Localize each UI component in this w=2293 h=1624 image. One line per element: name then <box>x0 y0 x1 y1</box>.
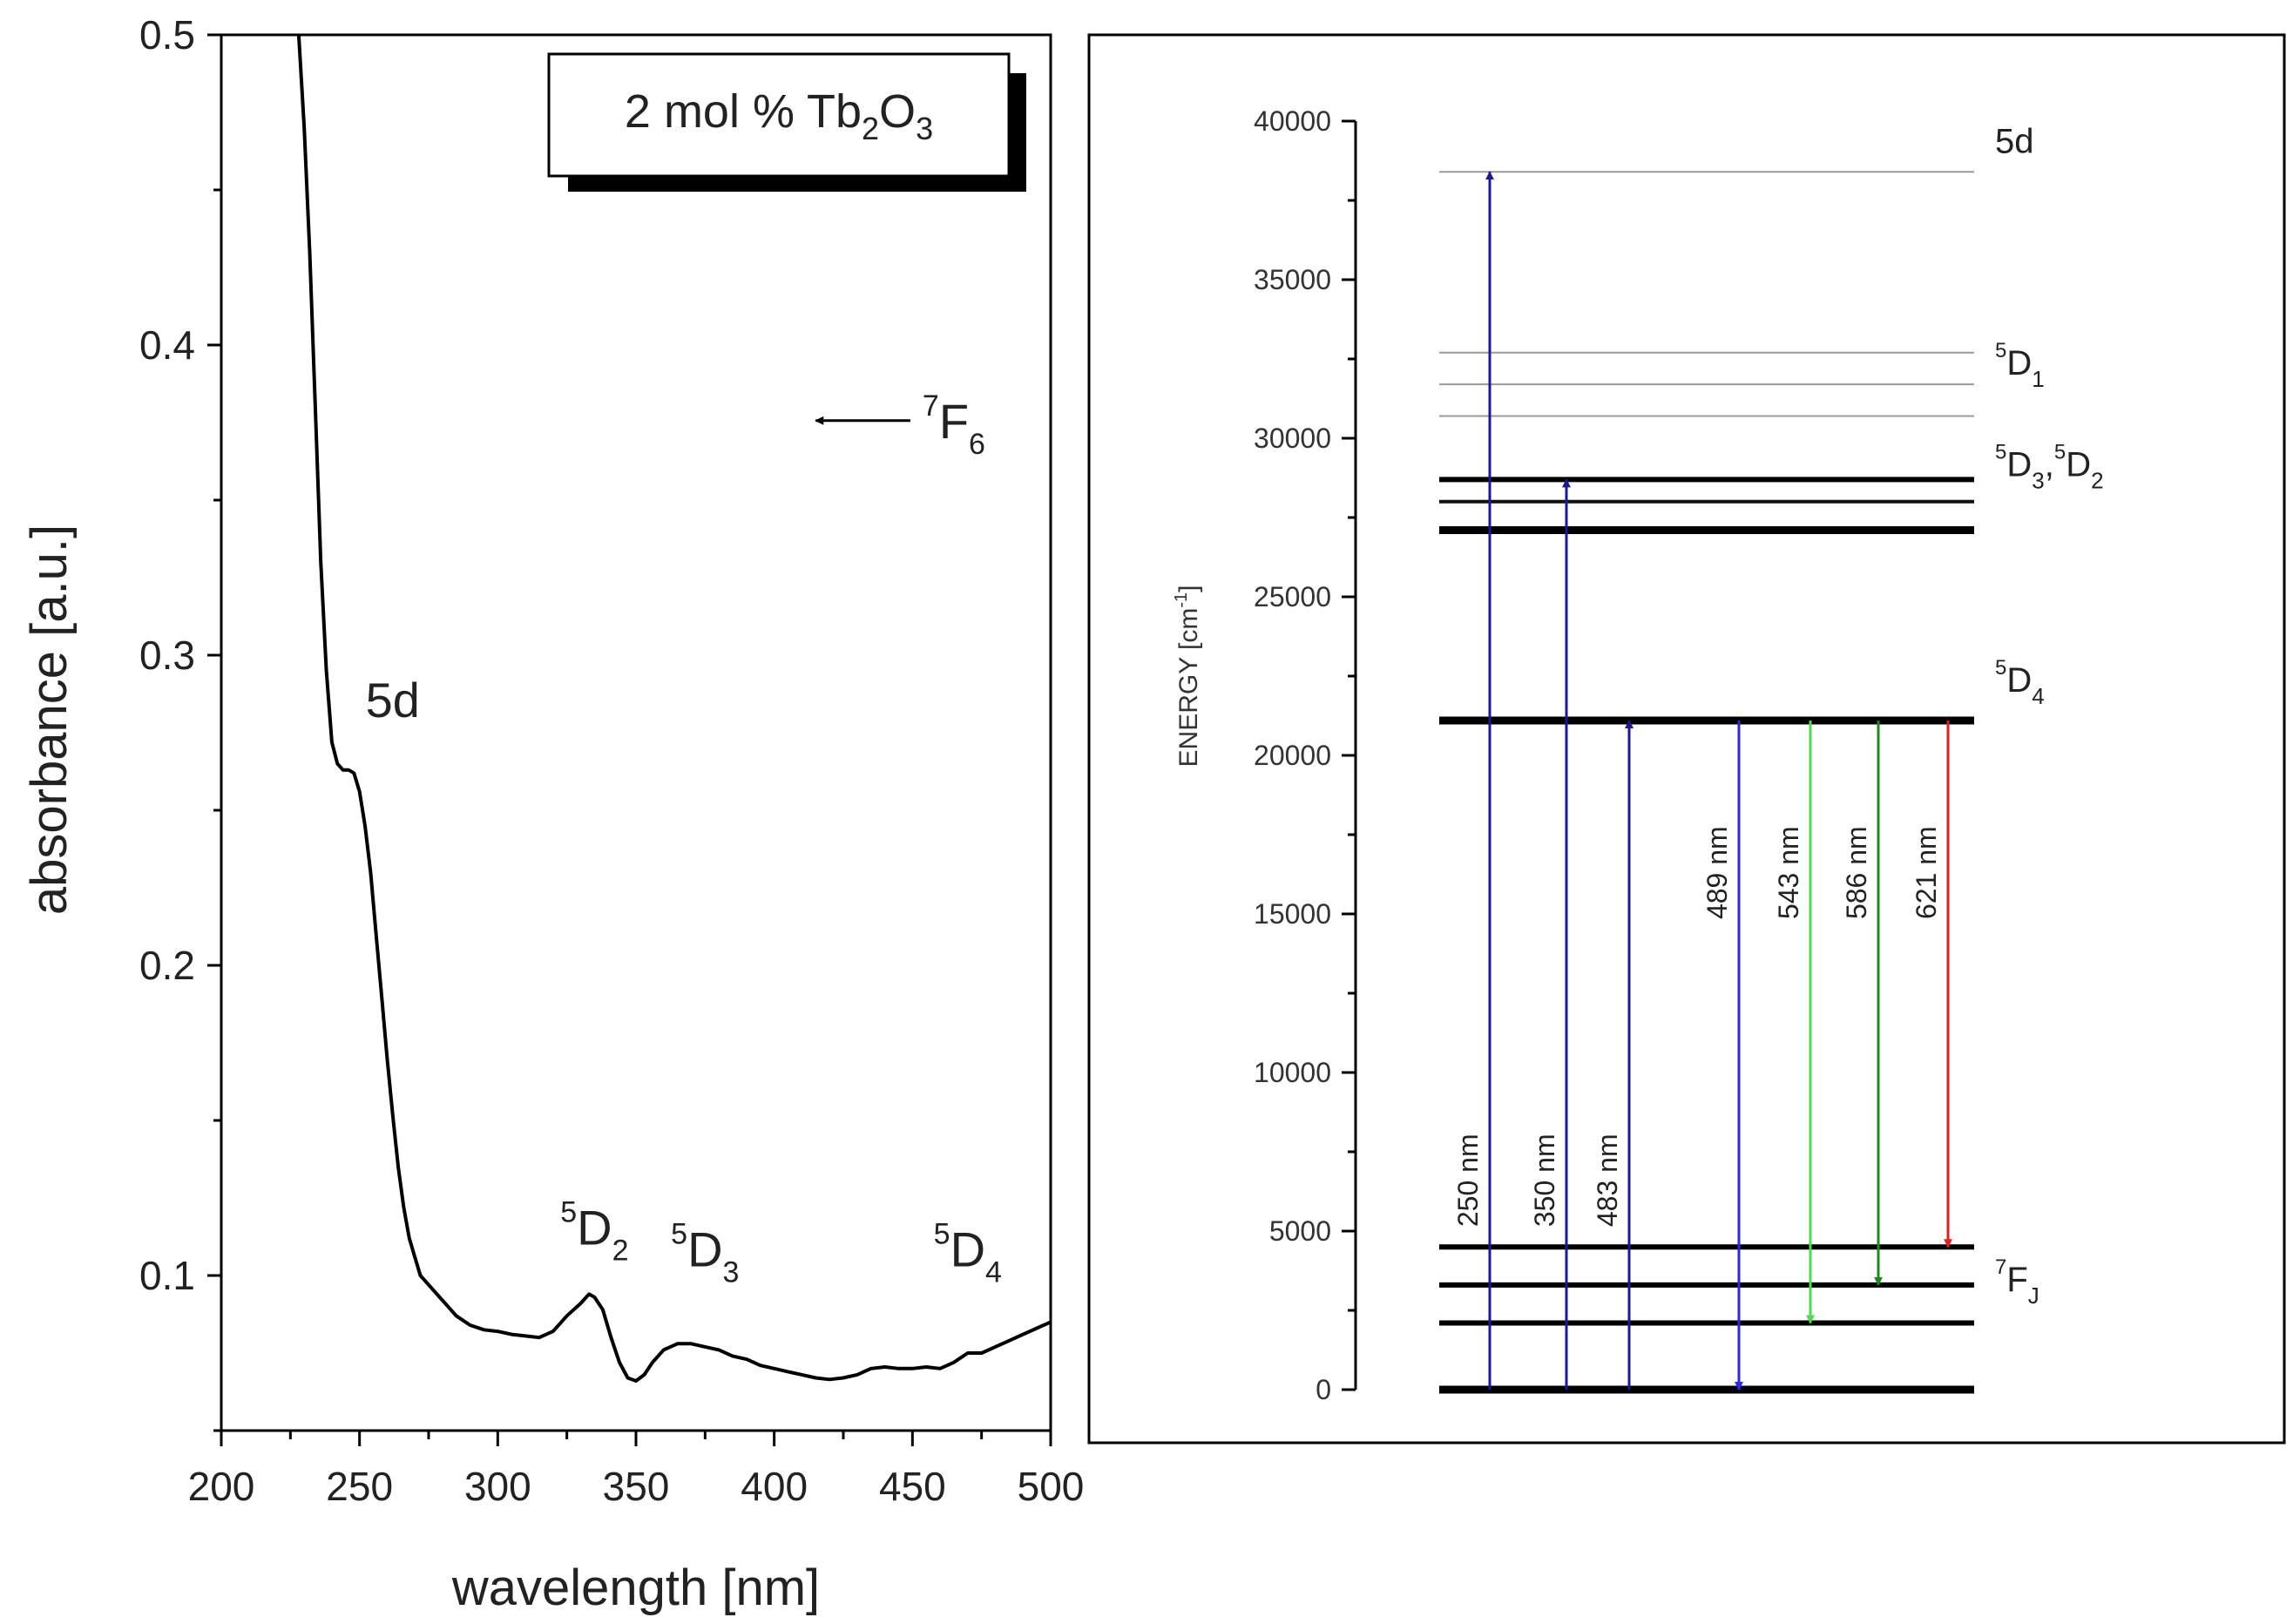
annotation-sup: 5 <box>671 1217 687 1250</box>
legend-text: 2 mol % Tb2O3 <box>625 85 933 146</box>
energy-levels <box>1439 171 1974 1394</box>
level-label-5d3-5d2: 5D3,5D2 <box>1995 441 2104 494</box>
annotation-sub: 2 <box>612 1234 629 1267</box>
energy-tick-label-30000: 30000 <box>1254 423 1331 454</box>
level-label-5d1: 5D1 <box>1995 339 2045 392</box>
x-tick-label-250: 250 <box>326 1464 393 1509</box>
annotation-7f6: 7F6 <box>923 389 985 461</box>
level-label-part: , <box>2045 446 2054 484</box>
transition-label-350-nm: 350 nm <box>1529 1133 1560 1227</box>
energy-tick-label-10000: 10000 <box>1254 1057 1331 1088</box>
annotation-5d: 5d <box>366 673 420 727</box>
x-tick-label-300: 300 <box>464 1464 531 1509</box>
transitions: 250 nm 350 nm 483 nm 489 nm 543 nm 586 nm 621 … <box>1452 171 1952 1391</box>
level-label-5d: 5d <box>1995 122 2034 160</box>
level-label-part: 7 <box>1995 1255 2006 1279</box>
energy-tick-label-35000: 35000 <box>1254 264 1331 295</box>
legend-mid: O <box>879 85 916 138</box>
annotation-main: D <box>577 1200 612 1255</box>
energy-tick-label-25000: 25000 <box>1254 581 1331 612</box>
level-label-part: 5 <box>1995 441 2006 464</box>
annotation-sub: 4 <box>985 1255 1002 1289</box>
x-tick-label-450: 450 <box>879 1464 946 1509</box>
annotation-main: D <box>687 1221 722 1276</box>
x-tick-label-200: 200 <box>188 1464 255 1509</box>
energy-axis-label-main: ENERGY [cm <box>1174 608 1203 768</box>
annotation-sup: 7 <box>923 389 939 423</box>
legend-box <box>547 52 1011 178</box>
level-label-part: 1 <box>2032 366 2044 392</box>
y-tick-label-0.4: 0.4 <box>139 322 195 368</box>
level-label-part: D <box>2006 446 2032 484</box>
legend-sub-2: 3 <box>916 111 933 146</box>
level-label-part: J <box>2028 1282 2039 1309</box>
energy-axis-ticks: 0 5000 10000 15000 20000 25000 30000 35000 40000 <box>1254 105 1356 1405</box>
y-axis-label: absorbance [a.u.] <box>21 524 78 915</box>
legend-sub-1: 2 <box>862 111 879 146</box>
level-label-part: 5 <box>1995 656 2006 680</box>
energy-tick-label-5000: 5000 <box>1269 1215 1331 1247</box>
transition-label-586-nm: 586 nm <box>1841 826 1872 919</box>
transition-label-250-nm: 250 nm <box>1452 1133 1484 1227</box>
annotation-sup: 5 <box>560 1195 577 1228</box>
level-label-5d4: 5D4 <box>1995 656 2045 709</box>
transition-label-543-nm: 543 nm <box>1773 826 1804 919</box>
y-tick-label-0.2: 0.2 <box>139 943 195 988</box>
energy-axis-label: ENERGY [cm-1] <box>1172 585 1203 768</box>
energy-tick-label-40000: 40000 <box>1254 105 1331 137</box>
y-tick-label-0.5: 0.5 <box>139 12 195 58</box>
annotation-5d4: 5D4 <box>934 1217 1002 1289</box>
absorbance-axis-ticks: 200 250 300 350 400 450 500 0.1 0.2 0.3 0.4 0.5 <box>139 12 1084 1509</box>
level-label-part: D <box>2006 661 2032 700</box>
legend: 2 mol % Tb2O3 <box>547 52 1026 192</box>
x-tick-label-400: 400 <box>741 1464 808 1509</box>
level-label-part: 2 <box>2091 468 2103 494</box>
level-label-part: D <box>2006 344 2032 382</box>
energy-axis-label-end: ] <box>1174 585 1203 592</box>
level-label-7fj: 7FJ <box>1995 1255 2039 1309</box>
annotation-sub: 3 <box>723 1255 740 1289</box>
annotation-main: D <box>950 1221 985 1276</box>
annotation-5d3: 5D3 <box>671 1217 739 1289</box>
energy-axis-label-sup: -1 <box>1172 592 1191 608</box>
annotation-sup: 5 <box>934 1217 950 1250</box>
level-label-part: 3 <box>2032 468 2044 494</box>
x-axis-label: wavelength [nm] <box>451 1560 820 1616</box>
level-label-part: D <box>2066 446 2091 484</box>
annotation-main: 5d <box>366 673 420 727</box>
level-label-part: 4 <box>2032 683 2044 709</box>
energy-tick-label-20000: 20000 <box>1254 740 1331 771</box>
energy-tick-label-15000: 15000 <box>1254 898 1331 930</box>
annotation-5d2: 5D2 <box>560 1195 628 1267</box>
x-tick-label-500: 500 <box>1018 1464 1085 1509</box>
absorbance-panel: 200 250 300 350 400 450 500 0.1 0.2 0.3 0.4 0.5 5d 5… <box>21 12 1084 1616</box>
annotation-sub: 6 <box>969 428 985 461</box>
level-label-part: 5d <box>1995 122 2034 160</box>
energy-panel-frame <box>1087 33 2286 1445</box>
transition-label-489-nm: 489 nm <box>1701 826 1733 919</box>
level-label-part: 5 <box>2054 441 2066 464</box>
transition-label-621-nm: 621 nm <box>1911 826 1942 919</box>
annotation-main: F <box>939 394 969 449</box>
absorbance-plot-frame <box>220 33 1052 1432</box>
legend-main: 2 mol % Tb <box>625 85 862 138</box>
level-label-part: 5 <box>1995 339 2006 362</box>
energy-tick-label-0: 0 <box>1316 1374 1331 1405</box>
level-label-part: F <box>2006 1261 2027 1299</box>
y-tick-label-0.1: 0.1 <box>139 1253 195 1298</box>
energy-level-panel: 0 5000 10000 15000 20000 25000 30000 35000 40000… <box>1087 33 2286 1445</box>
absorbance-curve <box>296 34 1052 1383</box>
transition-label-483-nm: 483 nm <box>1592 1133 1623 1227</box>
y-tick-label-0.3: 0.3 <box>139 633 195 678</box>
x-tick-label-350: 350 <box>603 1464 670 1509</box>
